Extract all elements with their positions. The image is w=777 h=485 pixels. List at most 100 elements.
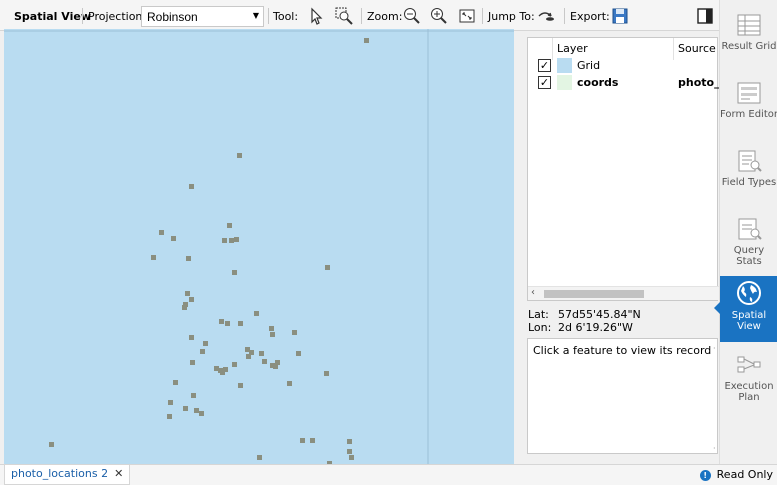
map-point[interactable]: [245, 347, 250, 352]
sidebar-item-label: Spatial View: [731, 310, 767, 332]
map-point[interactable]: [219, 319, 224, 324]
map-point[interactable]: [151, 255, 156, 260]
map-point[interactable]: [214, 366, 219, 371]
map-point[interactable]: [327, 461, 332, 465]
map-point[interactable]: [199, 411, 204, 416]
map-point[interactable]: [262, 359, 267, 364]
sidebar-item-field-types[interactable]: Field Types: [720, 140, 777, 204]
map-point[interactable]: [229, 238, 234, 243]
map-point[interactable]: [189, 184, 194, 189]
map-point[interactable]: [220, 370, 225, 375]
map-point[interactable]: [203, 341, 208, 346]
projection-select[interactable]: Robinson ▼: [141, 6, 264, 27]
record-viewer[interactable]: Click a feature to view its record · ·: [527, 338, 718, 454]
map-point[interactable]: [234, 237, 239, 242]
map-point[interactable]: [185, 291, 190, 296]
map-point[interactable]: [223, 367, 228, 372]
map-point[interactable]: [189, 335, 194, 340]
map-point[interactable]: [347, 439, 352, 444]
map-point[interactable]: [232, 270, 237, 275]
sidebar-item-spatial-view[interactable]: Spatial View: [714, 276, 777, 342]
export-icon[interactable]: [610, 6, 630, 26]
map-point[interactable]: [232, 362, 237, 367]
map-point[interactable]: [182, 305, 187, 310]
map-point[interactable]: [270, 363, 275, 368]
map-point[interactable]: [194, 408, 199, 413]
sidebar-item-execution-plan[interactable]: Execution Plan: [720, 344, 777, 408]
layer-checkbox[interactable]: ✓: [538, 59, 551, 72]
globe-icon: [736, 280, 762, 306]
scroll-left-icon[interactable]: ‹: [531, 287, 535, 298]
scrollbar-thumb[interactable]: [544, 290, 644, 298]
layer-row-coords[interactable]: ✓ coords photo_l: [528, 75, 723, 91]
map-point[interactable]: [254, 311, 259, 316]
view-title: Spatial View: [14, 10, 91, 23]
cursor-coordinates: Lat: 57d55'45.84"N Lon: 2d 6'19.26"W: [528, 308, 641, 334]
map-point[interactable]: [225, 321, 230, 326]
result-grid-icon: [736, 12, 762, 38]
lon-label: Lon:: [528, 321, 552, 334]
sidebar-item-query-stats[interactable]: Query Stats: [720, 208, 777, 272]
panel-toggle-icon[interactable]: [695, 6, 715, 26]
layer-column-header[interactable]: Layer: [557, 42, 588, 55]
map-point[interactable]: [186, 256, 191, 261]
map-point[interactable]: [227, 223, 232, 228]
map-point[interactable]: [324, 371, 329, 376]
map-point[interactable]: [238, 321, 243, 326]
map-point[interactable]: [173, 380, 178, 385]
map-point[interactable]: [238, 383, 243, 388]
map-point[interactable]: [287, 381, 292, 386]
map-point[interactable]: [183, 406, 188, 411]
map-point[interactable]: [273, 364, 278, 369]
map-point[interactable]: [191, 393, 196, 398]
layer-checkbox[interactable]: ✓: [538, 76, 551, 89]
close-icon[interactable]: ✕: [114, 467, 124, 480]
map-svg: [4, 29, 514, 465]
map-point[interactable]: [275, 360, 280, 365]
map-point[interactable]: [270, 332, 275, 337]
query-stats-icon: [736, 216, 762, 242]
map-point[interactable]: [189, 297, 194, 302]
map-point[interactable]: [246, 354, 251, 359]
map-point[interactable]: [249, 350, 254, 355]
map-point[interactable]: [259, 351, 264, 356]
map-point[interactable]: [168, 400, 173, 405]
map-point[interactable]: [167, 414, 172, 419]
zoom-extent-icon[interactable]: [457, 6, 477, 26]
map-point[interactable]: [222, 238, 227, 243]
layer-row-grid[interactable]: ✓ Grid: [528, 58, 719, 74]
zoom-in-icon[interactable]: [429, 6, 449, 26]
map-point[interactable]: [310, 438, 315, 443]
map-point[interactable]: [364, 38, 369, 43]
document-tab[interactable]: photo_locations 2 ✕: [4, 465, 131, 485]
map-point[interactable]: [292, 330, 297, 335]
sidebar-item-form-editor[interactable]: Form Editor: [720, 72, 777, 136]
map-point[interactable]: [159, 230, 164, 235]
map-point[interactable]: [171, 236, 176, 241]
form-editor-icon: [736, 80, 762, 106]
horizontal-scrollbar[interactable]: ‹: [528, 286, 719, 300]
zoom-out-icon[interactable]: [402, 6, 422, 26]
read-only-label: Read Only: [716, 468, 773, 481]
map-point[interactable]: [325, 265, 330, 270]
map-point[interactable]: [349, 455, 354, 460]
map-point[interactable]: [347, 449, 352, 454]
jump-to-icon[interactable]: [537, 6, 557, 26]
vertical-scrollbar[interactable]: · ·: [713, 339, 717, 453]
map-point[interactable]: [257, 455, 262, 460]
map-point[interactable]: [183, 302, 188, 307]
map-point[interactable]: [49, 442, 54, 447]
zoom-select-icon[interactable]: [334, 6, 354, 26]
map-point[interactable]: [269, 326, 274, 331]
map-point[interactable]: [200, 349, 205, 354]
map-point[interactable]: [237, 153, 242, 158]
map-point[interactable]: [296, 351, 301, 356]
toolbar: Spatial View Projection: Robinson ▼ Tool…: [0, 0, 719, 31]
pointer-icon[interactable]: [306, 6, 326, 26]
map-point[interactable]: [190, 360, 195, 365]
source-column-header[interactable]: Source: [678, 42, 716, 55]
sidebar-item-result-grid[interactable]: Result Grid: [720, 4, 777, 68]
map-canvas[interactable]: [4, 29, 514, 465]
sidebar-item-label: Execution Plan: [724, 381, 774, 403]
map-point[interactable]: [300, 438, 305, 443]
